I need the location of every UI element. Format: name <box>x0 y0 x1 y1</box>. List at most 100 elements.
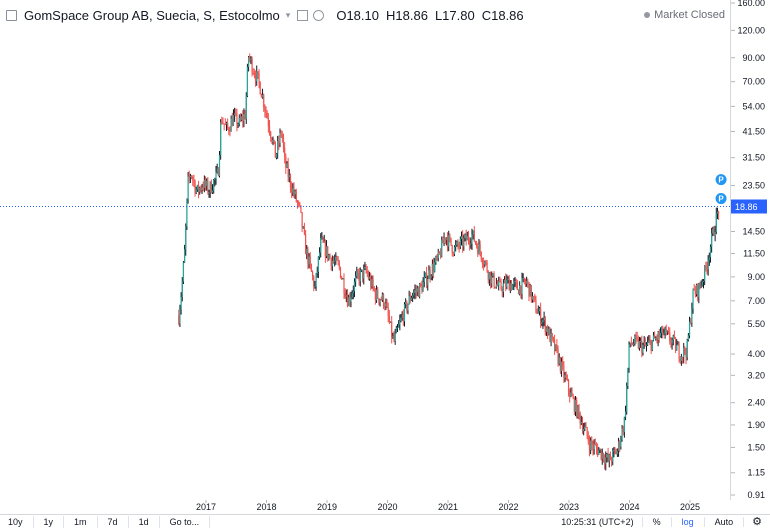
settings-square-icon[interactable] <box>297 9 309 21</box>
candle-body <box>484 261 486 265</box>
candle-body <box>398 324 400 328</box>
candle-body <box>553 339 556 351</box>
candle-body <box>517 289 520 295</box>
candle-body <box>521 278 523 294</box>
price-chart[interactable]: PP <box>0 0 731 500</box>
candle-body <box>355 276 357 282</box>
y-tick-label: 23.50 <box>742 181 765 191</box>
candle-body <box>324 241 326 257</box>
candle-body <box>622 428 624 433</box>
candle-body <box>246 66 249 96</box>
candle-body <box>229 131 231 133</box>
price-marker[interactable] <box>715 193 727 205</box>
candle-body <box>302 227 304 229</box>
candle-body <box>697 284 699 298</box>
y-tick-label: 70.00 <box>742 77 765 87</box>
chevron-down-icon[interactable]: ▾ <box>285 9 291 20</box>
symbol-icon[interactable] <box>6 9 17 21</box>
candle-body <box>341 278 343 280</box>
candle-body <box>434 262 436 272</box>
candle-body <box>562 361 564 366</box>
range-1m-button[interactable]: 1m <box>64 515 98 528</box>
candle-body <box>623 417 625 433</box>
price-marker[interactable] <box>715 174 727 186</box>
candle-body <box>463 238 465 247</box>
range-1d-button[interactable]: 1d <box>129 515 160 528</box>
candle-body <box>665 329 667 332</box>
range-1y-button[interactable]: 1y <box>34 515 65 528</box>
candle-body <box>693 288 695 291</box>
candle-body <box>231 118 233 126</box>
candle-body <box>701 281 703 286</box>
candle-body <box>321 237 323 239</box>
candle-body <box>414 290 416 293</box>
candle-body <box>715 213 717 233</box>
candle-body <box>301 212 303 228</box>
candle-body <box>223 123 225 125</box>
gear-icon[interactable]: ⚙ <box>752 516 762 528</box>
candle-body <box>503 279 506 284</box>
candle-body <box>566 379 568 381</box>
candle-body <box>609 454 612 460</box>
candle-body <box>651 340 653 351</box>
candle-body <box>261 94 264 98</box>
candle-body <box>236 113 238 126</box>
candle-body <box>438 251 440 254</box>
candle-body <box>292 187 294 193</box>
candle-body <box>357 271 359 274</box>
candle-body <box>446 238 449 247</box>
candle-body <box>678 344 680 359</box>
y-tick-label: 7.00 <box>747 296 765 306</box>
candle-body <box>366 270 368 274</box>
candle-body <box>352 291 354 294</box>
candle-body <box>322 237 324 243</box>
candle-body <box>196 185 198 190</box>
candle-body <box>358 273 360 282</box>
candle-body <box>557 348 559 364</box>
candle-body <box>524 282 527 284</box>
candle-body <box>245 95 247 119</box>
candle-body <box>327 246 329 259</box>
candle-body <box>462 236 464 247</box>
range-7d-button[interactable]: 7d <box>98 515 129 528</box>
candle-body <box>661 327 663 333</box>
percent-toggle[interactable]: % <box>643 516 672 527</box>
log-toggle[interactable]: log <box>672 516 705 527</box>
clock-readout[interactable]: 10:25:31 (UTC+2) <box>553 516 643 527</box>
candle-body <box>534 296 536 300</box>
candle-body <box>278 140 280 144</box>
candle-body <box>692 288 694 309</box>
candle-body <box>578 405 580 414</box>
candle-body <box>711 233 713 247</box>
candle-body <box>314 286 316 288</box>
y-tick-label: 3.20 <box>747 370 765 380</box>
candle-body <box>551 333 553 338</box>
candle-body <box>550 333 552 342</box>
candle-body <box>531 296 534 300</box>
candle-body <box>316 271 318 274</box>
goto-date-button[interactable]: Go to... <box>160 515 211 528</box>
candle-body <box>345 295 347 297</box>
candle-body <box>610 459 613 462</box>
candle-body <box>643 342 645 345</box>
candle-body <box>699 283 701 287</box>
candle-body <box>295 191 297 202</box>
compare-circle-icon[interactable] <box>313 9 325 21</box>
candle-body <box>714 232 716 236</box>
candle-body <box>671 339 673 344</box>
candle-body <box>450 237 452 246</box>
range-10y-button[interactable]: 10y <box>0 515 34 528</box>
candle-body <box>498 281 500 286</box>
candle-body <box>303 227 306 235</box>
candle-body <box>526 280 528 284</box>
candle-body <box>626 385 628 412</box>
candle-body <box>617 441 620 451</box>
candle-body <box>509 283 511 291</box>
candle-body <box>593 443 595 450</box>
candle-body <box>465 234 467 241</box>
candle-body <box>239 118 242 120</box>
auto-toggle[interactable]: Auto <box>705 516 745 527</box>
candles-group <box>178 53 720 471</box>
candle-body <box>199 187 201 193</box>
